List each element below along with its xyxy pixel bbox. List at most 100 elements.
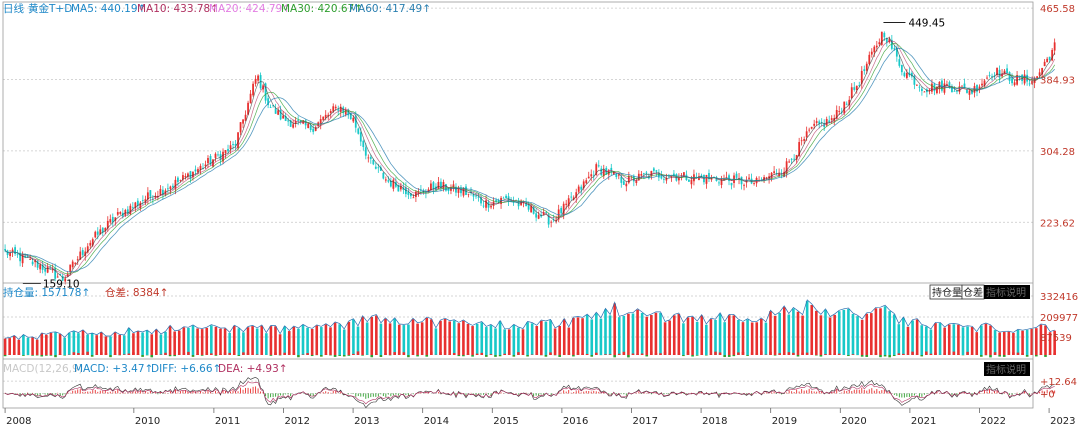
- candle-body: [352, 117, 355, 122]
- oi-change-bar: [375, 353, 378, 355]
- candle-body: [745, 180, 748, 183]
- oi-bar: [966, 326, 969, 355]
- candle-body: [51, 269, 54, 271]
- oi-change-bar: [640, 353, 644, 355]
- oi-bar: [1030, 328, 1034, 355]
- diff-toggle-button[interactable]: 仓差: [961, 284, 985, 300]
- candle-body: [577, 186, 580, 192]
- oi-change-bar: [109, 355, 112, 358]
- oi-bar: [274, 326, 277, 355]
- candle-body: [480, 197, 482, 204]
- oi-bar: [773, 315, 777, 355]
- oi-change-bar: [489, 354, 493, 355]
- oi-bar: [650, 314, 653, 355]
- candle-body: [860, 70, 863, 84]
- oi-bar: [278, 334, 282, 355]
- candle-body: [587, 176, 590, 179]
- candle-body: [923, 91, 926, 93]
- oi-change-bar: [993, 352, 997, 355]
- candle-body: [247, 102, 249, 115]
- candle-body: [174, 179, 177, 190]
- candle-body: [853, 87, 856, 90]
- candle-body: [688, 179, 690, 182]
- candle-body: [64, 278, 67, 282]
- oi-bar: [251, 326, 254, 355]
- oi-bar: [810, 304, 814, 355]
- candle-body: [958, 86, 961, 92]
- candle-body: [81, 250, 84, 255]
- candle-body: [1043, 61, 1046, 67]
- candle-body: [425, 192, 427, 194]
- oi-bar: [617, 317, 621, 355]
- oi-bar: [494, 328, 497, 355]
- oi-bar: [947, 324, 951, 355]
- oi-bar: [471, 326, 474, 355]
- candle-body: [657, 172, 660, 178]
- oi-change-bar: [287, 351, 291, 355]
- candle-body: [477, 196, 480, 198]
- oi-bar: [705, 324, 708, 355]
- macd-header-dea: DEA: +4.93↑: [218, 363, 288, 375]
- candle-body: [900, 64, 903, 73]
- oi-bar: [1012, 332, 1015, 355]
- oi-bar: [691, 316, 694, 355]
- oi-bar: [549, 320, 552, 355]
- candle-body: [510, 199, 512, 202]
- candle-body: [129, 205, 132, 215]
- candle-body: [79, 251, 82, 260]
- oi-change-bar: [31, 355, 34, 356]
- indicator-lines: [4, 37, 1056, 279]
- candle-body: [615, 173, 618, 178]
- oi-bar: [63, 337, 66, 355]
- candle-body: [299, 120, 302, 122]
- indicator-desc-button[interactable]: 指标说明: [984, 285, 1030, 299]
- candle-body: [625, 183, 628, 187]
- macd-indicator-desc-button[interactable]: 指标说明: [984, 362, 1030, 376]
- x-tick-label: 2018: [702, 416, 727, 427]
- candle-body: [189, 171, 192, 180]
- candle-body: [192, 171, 194, 178]
- candle-body: [31, 261, 34, 265]
- oi-change-bar: [512, 355, 516, 357]
- oi-toggle-button[interactable]: 持仓量: [929, 284, 963, 300]
- oi-change-bar: [1007, 351, 1011, 355]
- candle-body: [1018, 76, 1021, 78]
- oi-bar: [750, 322, 754, 355]
- candle-body: [620, 176, 623, 183]
- candle-body: [66, 273, 69, 277]
- oi-change-bar: [595, 352, 598, 355]
- candle-body: [194, 169, 197, 172]
- oi-bar: [457, 323, 461, 355]
- candle-body: [870, 51, 873, 55]
- candle-body: [274, 108, 277, 114]
- oi-change-bar: [741, 351, 745, 355]
- oi-change-bar: [182, 352, 186, 355]
- candle-body: [880, 31, 883, 45]
- oi-bar: [663, 322, 667, 355]
- oi-bar: [585, 314, 589, 355]
- candle-body: [187, 173, 189, 177]
- oi-bar: [301, 324, 305, 355]
- oi-change-bar: [210, 353, 213, 355]
- oi-bar: [842, 309, 846, 355]
- oi-bar: [604, 309, 607, 355]
- price-annotations: 449.45 159.10: [22, 17, 945, 290]
- oi-bar: [925, 326, 928, 355]
- oi-change-bar: [952, 351, 956, 355]
- candle-body: [968, 90, 971, 95]
- candle-body: [1048, 56, 1051, 60]
- candle-body: [983, 80, 986, 86]
- candle-body: [730, 182, 733, 186]
- x-tick-label: 2014: [424, 416, 449, 427]
- candle-body: [976, 84, 978, 92]
- oi-bar: [718, 313, 722, 355]
- candle-body: [204, 164, 207, 167]
- candle-body: [392, 179, 395, 189]
- candle-body: [848, 99, 851, 106]
- candle-body: [1006, 68, 1008, 74]
- macd-header-macd: MACD: +3.47↑: [74, 363, 153, 375]
- oi-change-bar: [393, 352, 396, 355]
- oi-bar: [237, 328, 241, 355]
- candle-body: [86, 246, 89, 253]
- oi-bar: [801, 315, 804, 355]
